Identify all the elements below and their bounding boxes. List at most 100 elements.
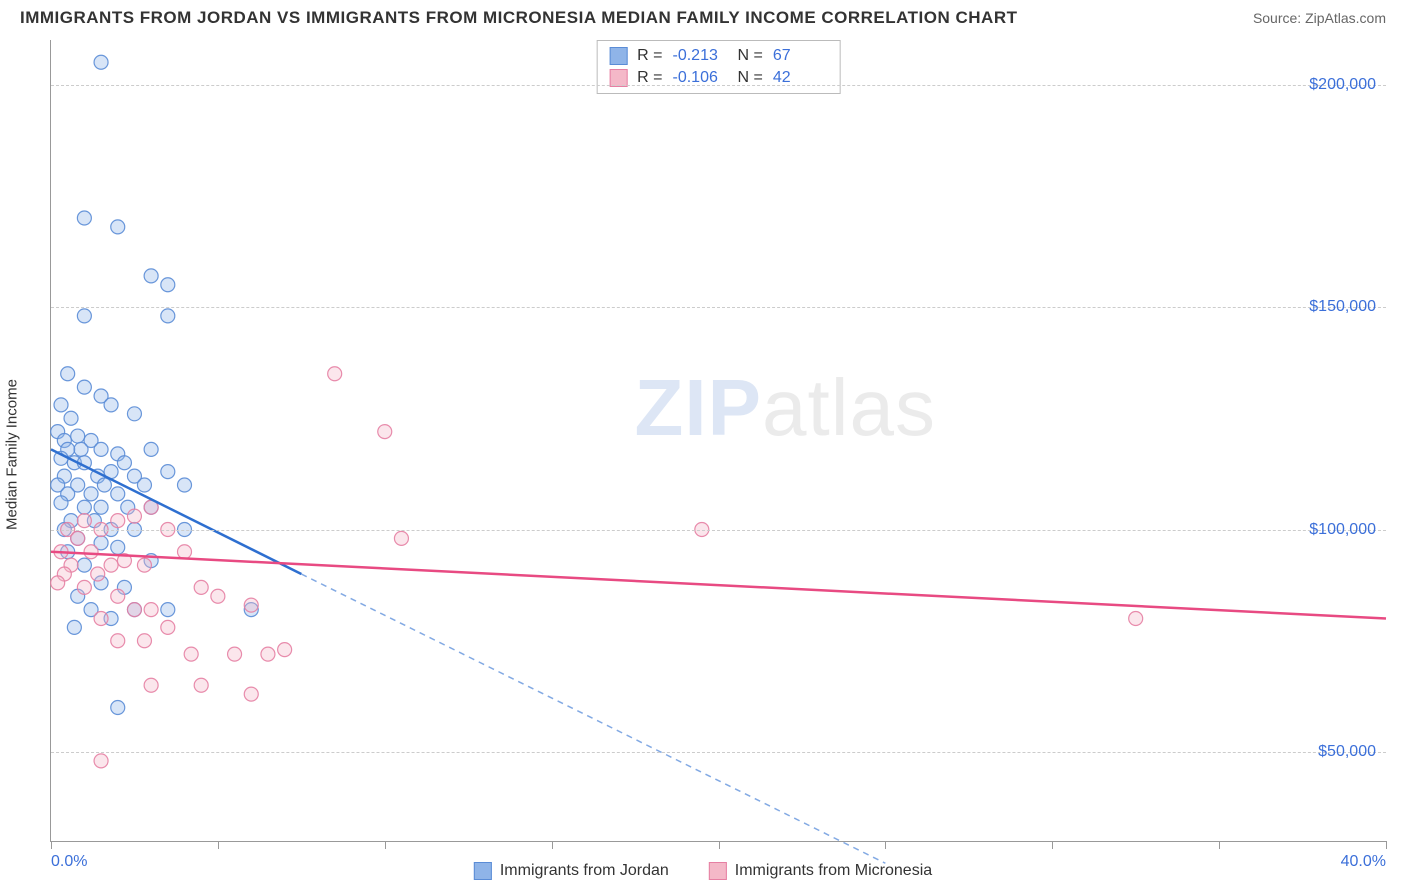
swatch-jordan-icon: [474, 862, 492, 880]
x-tick: [385, 841, 386, 849]
data-point-jordan: [67, 620, 81, 634]
y-tick-label: $200,000: [1309, 76, 1376, 94]
data-point-micronesia: [194, 580, 208, 594]
source-value: ZipAtlas.com: [1305, 10, 1386, 26]
data-point-micronesia: [91, 567, 105, 581]
r-label: R =: [637, 47, 662, 65]
data-point-jordan: [84, 487, 98, 501]
source-attribution: Source: ZipAtlas.com: [1253, 10, 1386, 26]
data-point-jordan: [178, 478, 192, 492]
n-label: N =: [738, 47, 763, 65]
legend-label-micronesia: Immigrants from Micronesia: [735, 862, 932, 880]
data-point-micronesia: [94, 754, 108, 768]
data-point-micronesia: [127, 509, 141, 523]
data-point-jordan: [54, 496, 68, 510]
data-point-jordan: [77, 500, 91, 514]
data-point-jordan: [77, 380, 91, 394]
data-point-micronesia: [161, 620, 175, 634]
x-tick: [1052, 841, 1053, 849]
data-point-jordan: [144, 442, 158, 456]
data-point-jordan: [64, 411, 78, 425]
data-point-micronesia: [184, 647, 198, 661]
source-label: Source:: [1253, 10, 1305, 26]
y-tick-label: $150,000: [1309, 298, 1376, 316]
data-point-jordan: [137, 478, 151, 492]
data-point-jordan: [161, 278, 175, 292]
x-tick-label: 40.0%: [1341, 853, 1386, 871]
data-point-jordan: [144, 269, 158, 283]
data-point-jordan: [94, 500, 108, 514]
data-point-micronesia: [71, 531, 85, 545]
legend-row-micronesia: R = -0.106 N = 42: [609, 67, 828, 89]
data-point-micronesia: [51, 576, 65, 590]
y-axis-label: Median Family Income: [4, 379, 21, 530]
n-value-jordan: 67: [773, 47, 828, 65]
trend-extension-jordan: [301, 574, 885, 863]
x-tick: [1219, 841, 1220, 849]
data-point-jordan: [111, 487, 125, 501]
x-tick: [552, 841, 553, 849]
data-point-micronesia: [84, 545, 98, 559]
legend-label-jordan: Immigrants from Jordan: [500, 862, 669, 880]
gridline: [51, 752, 1386, 753]
data-point-jordan: [71, 429, 85, 443]
data-point-jordan: [61, 367, 75, 381]
data-point-micronesia: [77, 580, 91, 594]
data-point-micronesia: [261, 647, 275, 661]
data-point-jordan: [117, 456, 131, 470]
data-point-jordan: [111, 701, 125, 715]
scatter-svg: [51, 40, 1386, 841]
data-point-jordan: [54, 398, 68, 412]
data-point-jordan: [77, 558, 91, 572]
chart-plot-area: ZIPatlas R = -0.213 N = 67 R = -0.106 N …: [50, 40, 1386, 842]
data-point-jordan: [161, 309, 175, 323]
data-point-micronesia: [244, 687, 258, 701]
data-point-micronesia: [278, 643, 292, 657]
data-point-micronesia: [111, 514, 125, 528]
data-point-jordan: [161, 603, 175, 617]
legend-row-jordan: R = -0.213 N = 67: [609, 45, 828, 67]
data-point-micronesia: [111, 589, 125, 603]
data-point-jordan: [77, 309, 91, 323]
legend-item-jordan: Immigrants from Jordan: [474, 862, 669, 880]
data-point-micronesia: [211, 589, 225, 603]
x-tick: [719, 841, 720, 849]
data-point-jordan: [127, 407, 141, 421]
x-tick: [51, 841, 52, 849]
title-bar: IMMIGRANTS FROM JORDAN VS IMMIGRANTS FRO…: [0, 0, 1406, 32]
data-point-micronesia: [104, 558, 118, 572]
data-point-jordan: [94, 442, 108, 456]
data-point-micronesia: [111, 634, 125, 648]
data-point-micronesia: [194, 678, 208, 692]
x-tick: [218, 841, 219, 849]
r-value-jordan: -0.213: [673, 47, 728, 65]
data-point-micronesia: [1129, 612, 1143, 626]
data-point-jordan: [94, 55, 108, 69]
x-tick-label: 0.0%: [51, 853, 87, 871]
swatch-jordan: [609, 47, 627, 65]
data-point-jordan: [104, 398, 118, 412]
data-point-micronesia: [178, 545, 192, 559]
x-tick: [885, 841, 886, 849]
data-point-micronesia: [144, 603, 158, 617]
data-point-micronesia: [228, 647, 242, 661]
gridline: [51, 85, 1386, 86]
gridline: [51, 307, 1386, 308]
y-tick-label: $50,000: [1318, 743, 1376, 761]
data-point-jordan: [97, 478, 111, 492]
gridline: [51, 530, 1386, 531]
data-point-micronesia: [394, 531, 408, 545]
data-point-micronesia: [127, 603, 141, 617]
data-point-micronesia: [137, 558, 151, 572]
correlation-legend: R = -0.213 N = 67 R = -0.106 N = 42: [596, 40, 841, 94]
swatch-micronesia-icon: [709, 862, 727, 880]
data-point-micronesia: [328, 367, 342, 381]
data-point-micronesia: [77, 514, 91, 528]
data-point-micronesia: [378, 425, 392, 439]
data-point-jordan: [111, 220, 125, 234]
data-point-jordan: [161, 465, 175, 479]
data-point-micronesia: [144, 678, 158, 692]
legend-item-micronesia: Immigrants from Micronesia: [709, 862, 932, 880]
data-point-jordan: [77, 211, 91, 225]
data-point-micronesia: [244, 598, 258, 612]
